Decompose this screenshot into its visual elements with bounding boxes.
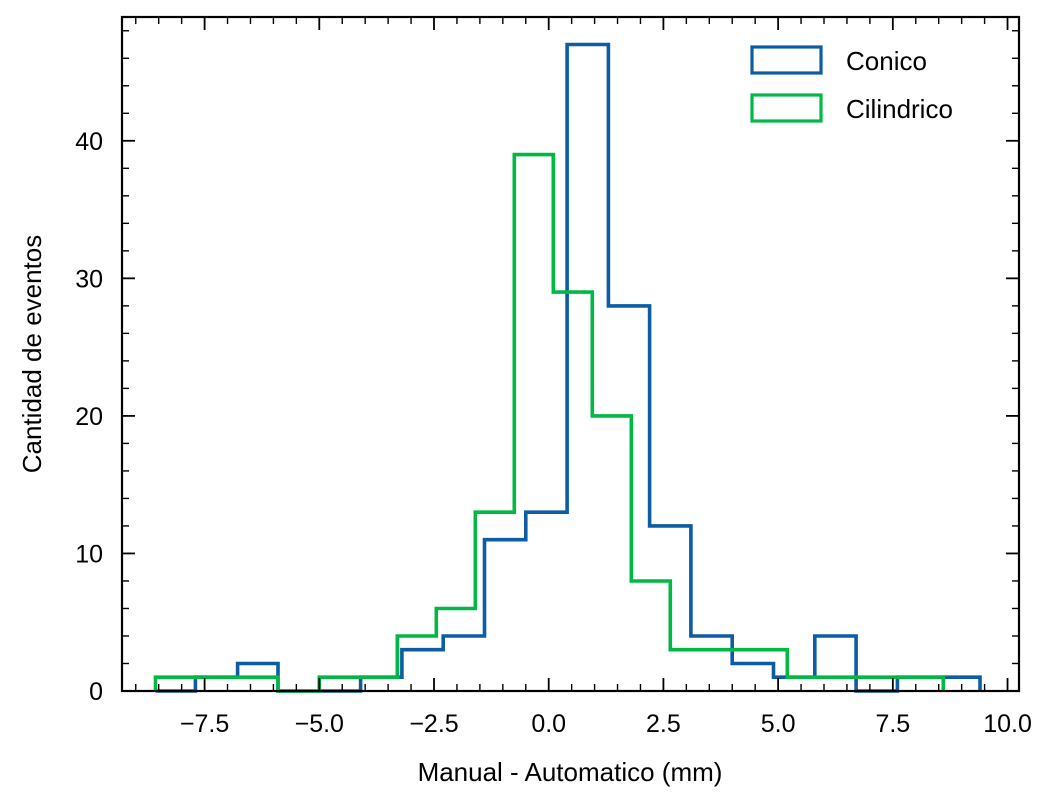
y-tick-label: 10 xyxy=(75,540,103,568)
y-tick-label: 40 xyxy=(75,128,103,156)
x-axis-label: Manual - Automatico (mm) xyxy=(418,757,723,787)
x-tick-label: 2.5 xyxy=(646,710,681,738)
series-cilindrico-step xyxy=(153,152,946,693)
legend-swatch-cilindrico xyxy=(750,93,823,123)
y-axis-label: Cantidad de eventos xyxy=(17,235,47,474)
legend-swatch-conico xyxy=(750,45,823,75)
y-tick-label: 20 xyxy=(75,403,103,431)
series-layer xyxy=(153,42,982,693)
x-tick-label: 5.0 xyxy=(761,710,796,738)
legend-label-cilindrico: Cilindrico xyxy=(846,94,953,124)
x-tick-labels: −7.5 −5.0 −2.5 0.0 2.5 5.0 7.5 10.0 xyxy=(180,710,1032,738)
legend-label-conico: Conico xyxy=(846,46,927,76)
x-tick-label: −7.5 xyxy=(180,710,229,738)
x-tick-label: 7.5 xyxy=(875,710,910,738)
plot-frame xyxy=(120,15,1021,693)
y-tick-label: 30 xyxy=(75,265,103,293)
tick-layer xyxy=(122,17,1019,692)
x-tick-label: −2.5 xyxy=(409,710,458,738)
x-tick-label: 10.0 xyxy=(983,710,1032,738)
x-tick-label: 0.0 xyxy=(531,710,566,738)
y-tick-labels: 0 10 20 30 40 xyxy=(75,128,103,706)
y-tick-label: 0 xyxy=(89,678,103,706)
series-conico-step xyxy=(155,42,982,693)
legend: Conico Cilindrico xyxy=(750,45,953,124)
x-tick-label: −5.0 xyxy=(295,710,344,738)
